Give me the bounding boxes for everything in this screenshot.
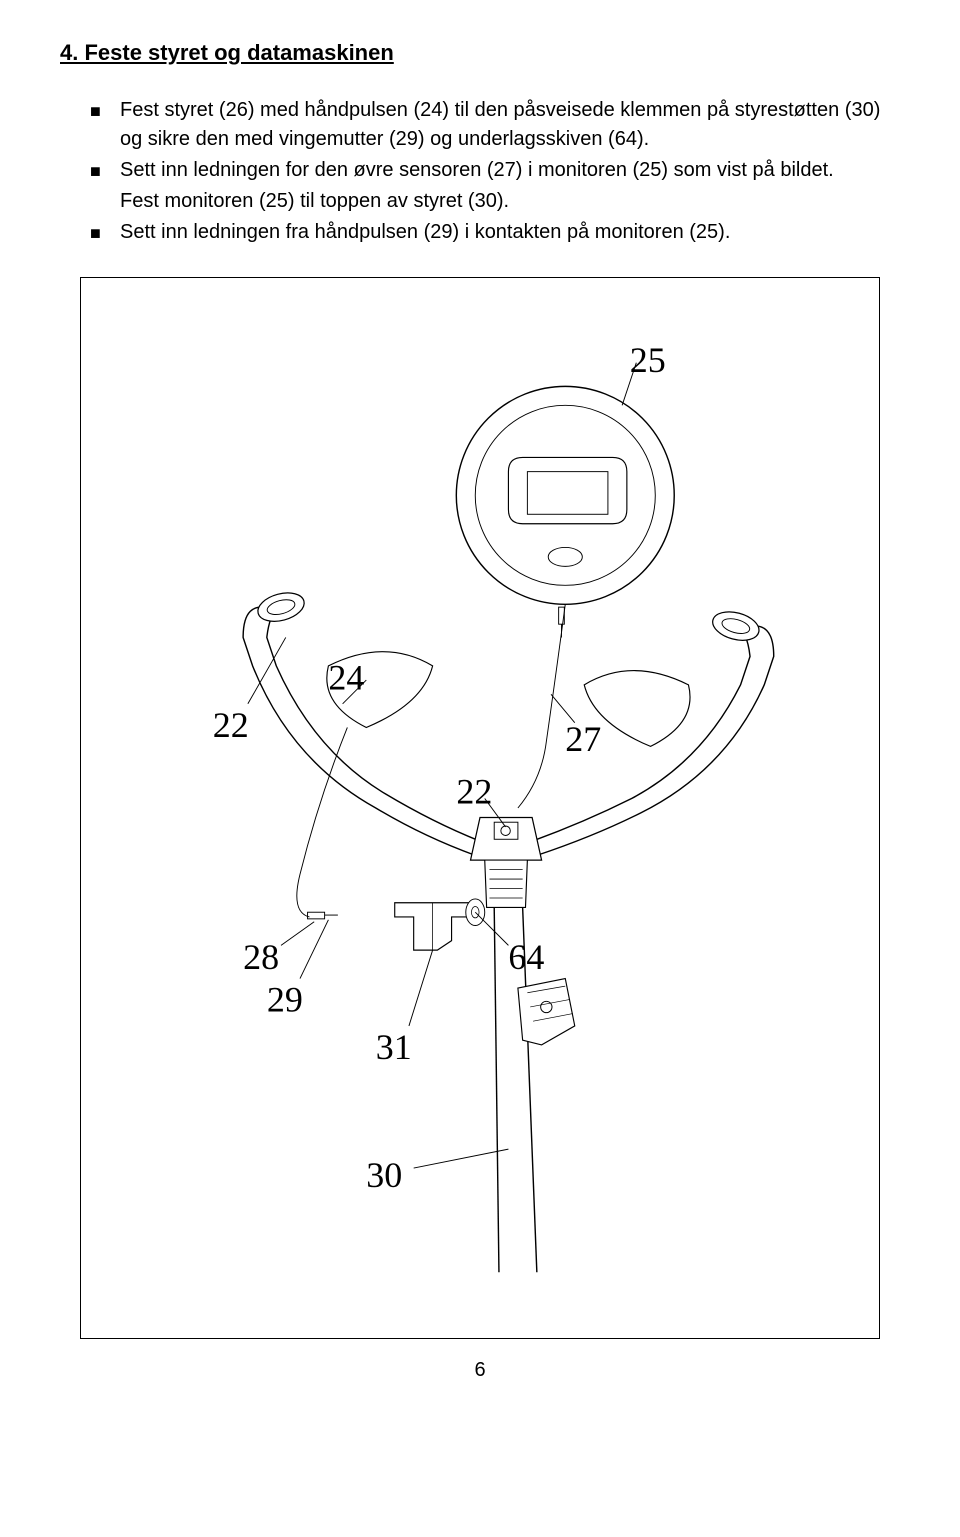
callout-22b: 22 [456, 771, 492, 811]
callout-28: 28 [243, 937, 279, 977]
callout-29: 29 [267, 980, 303, 1020]
callout-24: 24 [328, 658, 364, 698]
section-heading: 4. Feste styret og datamaskinen [60, 40, 900, 66]
monitor-icon [456, 386, 674, 604]
instruction-item: Fest styret (26) med håndpulsen (24) til… [90, 96, 900, 154]
callout-31: 31 [376, 1027, 412, 1067]
callout-30: 30 [366, 1155, 402, 1195]
instruction-item: Sett inn ledningen for den øvre sensoren… [90, 156, 900, 185]
pulse-wire-icon [297, 727, 348, 918]
instruction-list: Fest styret (26) med håndpulsen (24) til… [90, 96, 900, 247]
callout-22: 22 [213, 705, 249, 745]
callout-64: 64 [508, 937, 544, 977]
handlebar-icon [243, 588, 774, 860]
page-number: 6 [60, 1359, 900, 1382]
instruction-item: Fest monitoren (25) til toppen av styret… [90, 187, 900, 216]
callout-25: 25 [630, 340, 666, 380]
assembly-diagram: 25 22 24 27 22 28 29 64 31 30 [80, 277, 880, 1339]
callout-27: 27 [565, 719, 601, 759]
instruction-item: Sett inn ledningen fra håndpulsen (29) i… [90, 218, 900, 247]
